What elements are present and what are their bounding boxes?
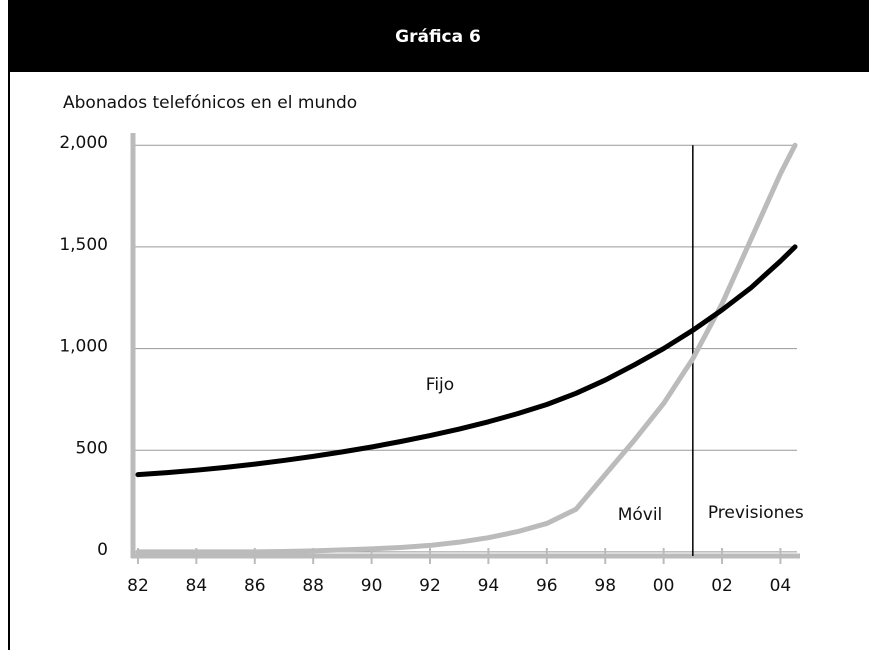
x-tick-label: 94: [478, 576, 500, 596]
x-tick-label: 90: [361, 576, 383, 596]
series-line: [135, 142, 798, 555]
x-tick-label: 96: [536, 576, 558, 596]
header-bar: [8, 0, 869, 72]
series-line: [135, 244, 798, 478]
x-tick-label: 86: [244, 576, 266, 596]
y-tick-label: 0: [97, 540, 108, 560]
chart-title: Gráfica 6: [395, 27, 481, 47]
x-tick-label: 98: [594, 576, 616, 596]
x-tick-label: 88: [302, 576, 324, 596]
y-tick-label: 2,000: [59, 133, 108, 153]
x-tick-label: 00: [653, 576, 675, 596]
y-tick-label: 1,000: [59, 337, 108, 357]
x-tick-label: 82: [127, 576, 149, 596]
chart-subtitle: Abonados telefónicos en el mundo: [63, 93, 357, 113]
series-label: Móvil: [618, 505, 663, 525]
x-tick-label: 02: [711, 576, 733, 596]
x-tick-label: 04: [770, 576, 792, 596]
y-tick-label: 500: [76, 438, 108, 458]
y-tick-label: 1,500: [59, 235, 108, 255]
series-label: Fijo: [426, 375, 454, 395]
x-tick-label: 84: [186, 576, 208, 596]
x-tick-label: 92: [419, 576, 441, 596]
forecast-label: Previsiones: [708, 503, 804, 523]
